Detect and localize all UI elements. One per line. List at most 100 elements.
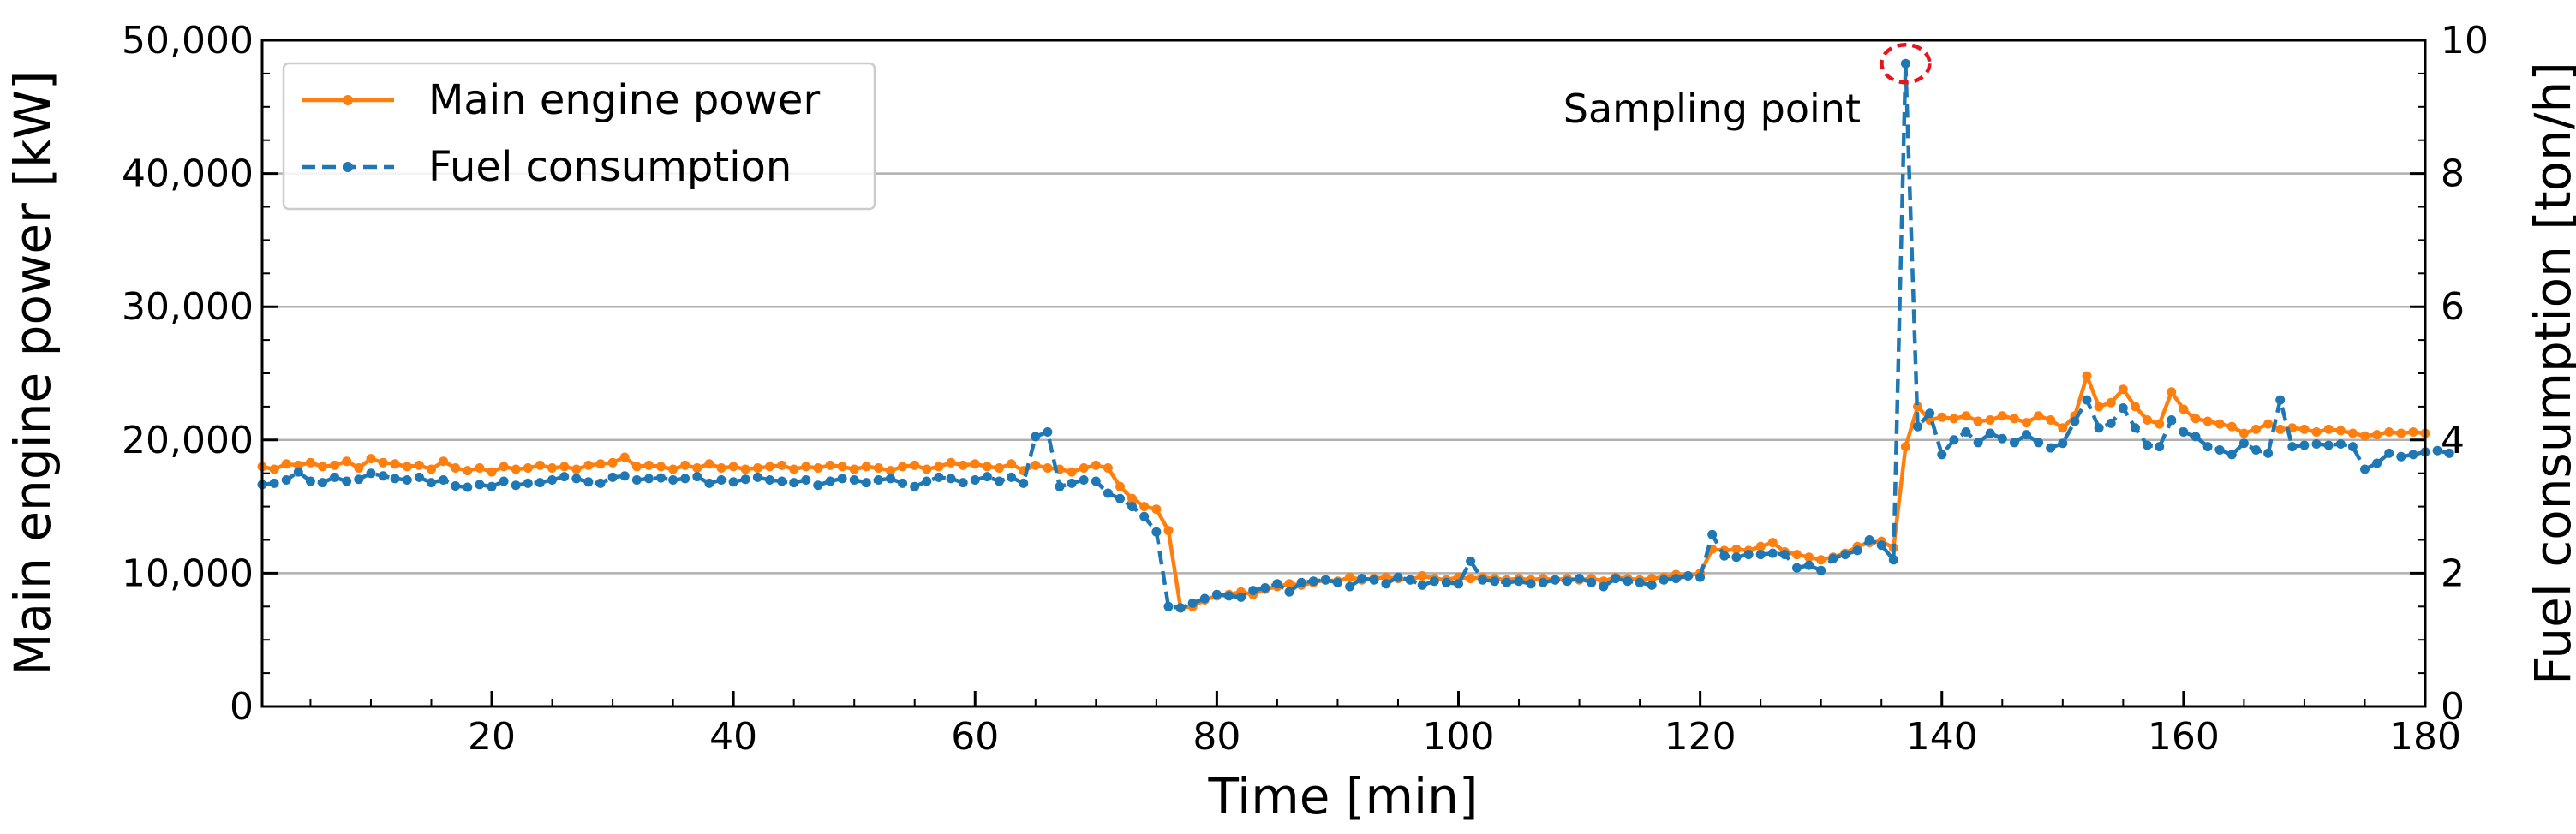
power-data-point: [2251, 424, 2261, 434]
fuel-data-point: [656, 473, 666, 483]
power-data-point: [765, 462, 774, 472]
fuel-data-point: [2251, 445, 2261, 455]
fuel-data-point: [1949, 435, 1959, 445]
power-data-point: [886, 466, 895, 476]
power-data-point: [1985, 415, 1995, 425]
fuel-data-point: [1381, 579, 1391, 589]
fuel-data-point: [1755, 550, 1766, 560]
fuel-data-point: [1719, 551, 1730, 561]
fuel-data-point: [982, 472, 992, 482]
fuel-data-point: [2311, 439, 2322, 449]
power-data-point: [1079, 463, 1089, 473]
fuel-data-point: [1296, 577, 1306, 587]
x-tick-label: 60: [951, 715, 999, 759]
power-data-point: [1345, 572, 1355, 582]
fuel-data-point: [607, 472, 618, 482]
y-right-axis-title: Fuel consumption [ton/h]: [2524, 62, 2576, 685]
power-data-point: [1067, 467, 1077, 477]
fuel-data-point: [1599, 581, 1609, 592]
fuel-data-point: [1671, 574, 1681, 584]
fuel-data-point: [813, 480, 823, 491]
fuel-data-point: [1804, 560, 1814, 570]
fuel-data-point: [330, 472, 340, 482]
power-data-point: [2022, 418, 2031, 428]
power-data-point: [305, 457, 315, 468]
sampling-point-label: Sampling point: [1563, 86, 1861, 132]
plot-frame: [260, 39, 2427, 708]
power-data-point: [330, 460, 340, 470]
fuel-data-point: [643, 474, 654, 484]
fuel-data-point: [2143, 440, 2153, 450]
fuel-data-point: [958, 478, 968, 488]
power-data-point: [1381, 572, 1391, 582]
fuel-data-point: [414, 472, 424, 482]
fuel-data-point: [1224, 591, 1234, 601]
power-data-point: [668, 464, 678, 474]
fuel-data-point: [1647, 580, 1657, 590]
fuel-data-point: [704, 478, 714, 488]
fuel-data-point: [2360, 464, 2370, 474]
power-data-point: [2143, 415, 2153, 425]
fuel-data-point: [2034, 438, 2044, 448]
power-data-point: [740, 464, 750, 474]
power-data-point: [475, 463, 485, 473]
fuel-data-point: [1864, 535, 1874, 545]
fuel-data-point: [934, 472, 944, 482]
fuel-data-point: [619, 471, 630, 481]
fuel-data-point: [1937, 450, 1947, 460]
power-data-point: [595, 459, 606, 469]
power-data-point: [777, 460, 787, 470]
power-data-point: [922, 464, 932, 474]
fuel-data-point: [2009, 438, 2019, 448]
x-tick-label: 160: [2148, 715, 2220, 759]
fuel-data-point: [390, 474, 400, 484]
y-left-tick-label: 50,000: [122, 19, 254, 63]
fuel-data-point: [2046, 443, 2056, 453]
fuel-data-point: [1792, 563, 1802, 573]
power-data-point: [643, 460, 654, 470]
legend-power-label: Main engine power: [428, 76, 820, 124]
fuel-data-point: [1828, 553, 1838, 563]
fuel-data-point: [595, 478, 606, 488]
power-data-point: [402, 462, 412, 472]
fuel-data-point: [475, 480, 485, 490]
fuel-data-point: [1272, 579, 1282, 589]
fuel-data-point: [427, 478, 436, 488]
power-data-point: [861, 462, 871, 472]
power-data-point: [1961, 411, 1971, 421]
power-data-point: [1647, 574, 1657, 584]
fuel-data-point: [487, 481, 497, 491]
fuel-data-point: [1308, 576, 1318, 587]
fuel-data-point: [1478, 575, 1488, 585]
series-layer: [257, 58, 2454, 613]
fuel-data-point: [1019, 478, 1029, 488]
power-data-point: [1792, 550, 1802, 560]
fuel-data-point: [946, 474, 956, 484]
power-data-point: [692, 463, 702, 473]
fuel-data-point: [2179, 427, 2189, 437]
power-data-point: [2226, 421, 2237, 432]
fuel-data-point: [922, 476, 932, 486]
power-data-point: [837, 462, 847, 472]
power-data-point: [680, 460, 690, 470]
power-data-point: [2034, 411, 2044, 421]
power-data-point: [934, 462, 944, 472]
fuel-data-point: [293, 467, 303, 477]
power-data-point: [1031, 460, 1041, 470]
fuel-data-point: [535, 478, 545, 488]
power-data-point: [946, 457, 956, 468]
fuel-data-point: [873, 475, 883, 485]
power-data-point: [2058, 423, 2068, 433]
fuel-data-point: [2118, 403, 2128, 413]
fuel-data-point: [269, 478, 279, 488]
fuel-data-point: [1393, 572, 1403, 582]
fuel-data-point: [1695, 572, 1706, 582]
y-right-tick-label: 2: [2441, 551, 2465, 595]
fuel-data-point: [2444, 448, 2454, 458]
power-data-point: [2299, 424, 2310, 434]
power-data-point: [1900, 442, 1910, 452]
power-data-point: [439, 456, 449, 467]
power-data-point: [523, 463, 533, 473]
fuel-data-point: [1563, 576, 1572, 587]
fuel-data-point: [559, 472, 570, 482]
